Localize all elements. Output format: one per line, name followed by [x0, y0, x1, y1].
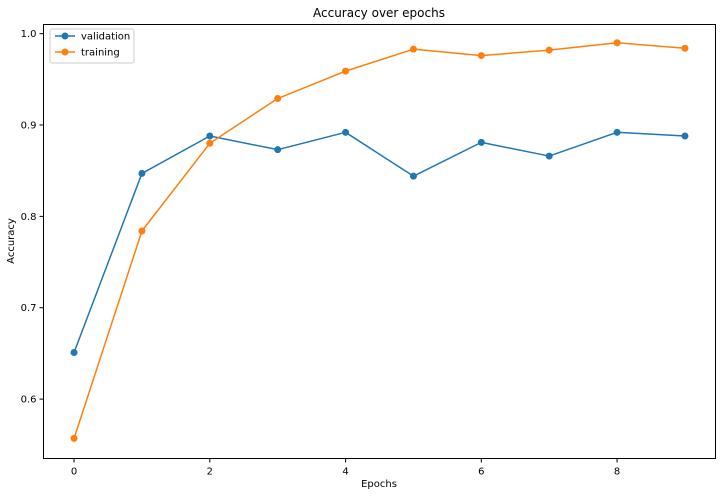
validation-data-point [138, 169, 146, 177]
validation-legend-label: validation [81, 32, 130, 43]
x-tick-label: 6 [478, 467, 484, 478]
x-tick-label: 4 [342, 467, 348, 478]
validation-data-point [206, 132, 214, 140]
y-tick-label: 0.9 [21, 121, 37, 132]
validation-data-point [613, 128, 621, 136]
training-series-line [73, 42, 686, 439]
training-data-point [477, 52, 485, 60]
validation-data-point [70, 349, 78, 357]
validation-data-point [681, 132, 689, 140]
y-axis-ticks: 0.6 0.7 0.8 0.9 1.0 [21, 29, 44, 406]
x-axis-label: Epochs [361, 479, 397, 490]
validation-legend-marker [61, 32, 69, 40]
x-axis-ticks: 0 2 4 6 8 [71, 458, 620, 478]
x-tick-label: 8 [614, 467, 620, 478]
training-data-point [409, 45, 417, 53]
legend: validation training [49, 28, 135, 64]
validation-data-point [545, 152, 553, 160]
plot-area [70, 39, 689, 442]
training-legend-label: training [81, 48, 120, 59]
training-data-point [613, 39, 621, 47]
y-tick-label: 0.7 [21, 303, 37, 314]
y-tick-label: 0.8 [21, 212, 37, 223]
training-data-point [70, 434, 78, 442]
y-tick-label: 1.0 [21, 29, 37, 40]
validation-data-point [477, 138, 485, 146]
y-tick-label: 0.6 [21, 395, 37, 406]
x-tick-label: 0 [71, 467, 77, 478]
validation-series-line [73, 131, 685, 353]
training-data-point [545, 46, 553, 54]
validation-data-point [274, 146, 282, 154]
training-data-point [206, 139, 214, 147]
training-data-point [138, 227, 146, 235]
training-data-point [274, 95, 282, 103]
x-tick-label: 2 [207, 467, 213, 478]
legend-box [49, 28, 135, 64]
chart-title: Accuracy over epochs [313, 6, 445, 20]
training-legend-marker [61, 48, 69, 56]
y-axis-label: Accuracy [6, 218, 17, 264]
validation-data-point [342, 128, 350, 136]
plot-frame [43, 24, 716, 459]
training-data-point [342, 67, 350, 75]
validation-data-point [409, 172, 417, 180]
training-data-point [681, 44, 689, 52]
